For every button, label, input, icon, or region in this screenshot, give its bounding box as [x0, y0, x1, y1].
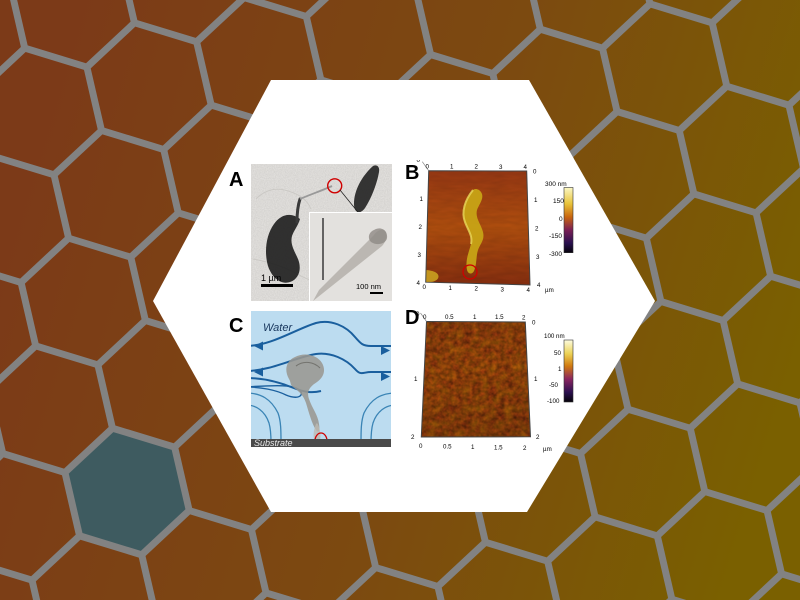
svg-text:1: 1	[414, 376, 418, 383]
svg-text:1.5: 1.5	[495, 314, 504, 321]
svg-text:-50: -50	[549, 382, 559, 389]
svg-text:1.5: 1.5	[494, 445, 503, 452]
svg-text:3: 3	[499, 164, 503, 171]
svg-text:100 nm: 100 nm	[544, 333, 565, 340]
svg-text:3: 3	[418, 252, 422, 259]
svg-text:-100: -100	[547, 398, 560, 405]
svg-text:4: 4	[527, 287, 531, 294]
svg-text:3: 3	[501, 287, 505, 294]
svg-text:µm: µm	[545, 287, 554, 294]
svg-text:0: 0	[423, 284, 427, 291]
svg-text:1: 1	[534, 376, 538, 383]
svg-text:1: 1	[473, 314, 477, 321]
svg-text:2: 2	[475, 286, 479, 293]
svg-text:0: 0	[532, 320, 536, 327]
svg-text:0.5: 0.5	[445, 314, 454, 321]
svg-text:100 nm: 100 nm	[356, 282, 381, 291]
svg-text:150: 150	[553, 198, 564, 205]
svg-text:0: 0	[417, 160, 421, 164]
svg-text:2: 2	[411, 434, 415, 441]
svg-text:1 µm: 1 µm	[261, 273, 281, 283]
svg-text:3: 3	[536, 254, 540, 261]
svg-text:1: 1	[450, 164, 454, 171]
svg-text:0: 0	[426, 164, 430, 171]
svg-text:2: 2	[535, 226, 539, 233]
svg-text:2: 2	[523, 445, 527, 452]
svg-text:Water: Water	[263, 322, 293, 334]
svg-text:2: 2	[536, 434, 540, 441]
svg-text:Substrate: Substrate	[254, 438, 293, 447]
svg-text:0: 0	[423, 314, 427, 321]
svg-text:0: 0	[533, 169, 537, 176]
svg-text:50: 50	[554, 350, 561, 357]
svg-text:µm: µm	[543, 446, 552, 453]
svg-text:4: 4	[537, 282, 541, 289]
svg-text:1: 1	[471, 444, 475, 451]
svg-text:4: 4	[524, 164, 528, 171]
svg-text:2: 2	[419, 224, 423, 231]
svg-text:0: 0	[416, 311, 420, 318]
svg-text:0: 0	[419, 443, 423, 450]
svg-text:-150: -150	[549, 233, 562, 240]
svg-text:0.5: 0.5	[443, 444, 452, 451]
svg-text:1: 1	[449, 285, 453, 292]
svg-text:1: 1	[534, 197, 538, 204]
svg-text:1: 1	[558, 366, 562, 373]
svg-text:300 nm: 300 nm	[545, 181, 567, 188]
svg-text:1: 1	[420, 196, 424, 203]
svg-text:2: 2	[522, 315, 526, 322]
svg-text:-300: -300	[549, 251, 562, 258]
svg-text:2: 2	[475, 164, 479, 171]
svg-text:0: 0	[559, 216, 563, 223]
svg-text:4: 4	[417, 280, 421, 287]
